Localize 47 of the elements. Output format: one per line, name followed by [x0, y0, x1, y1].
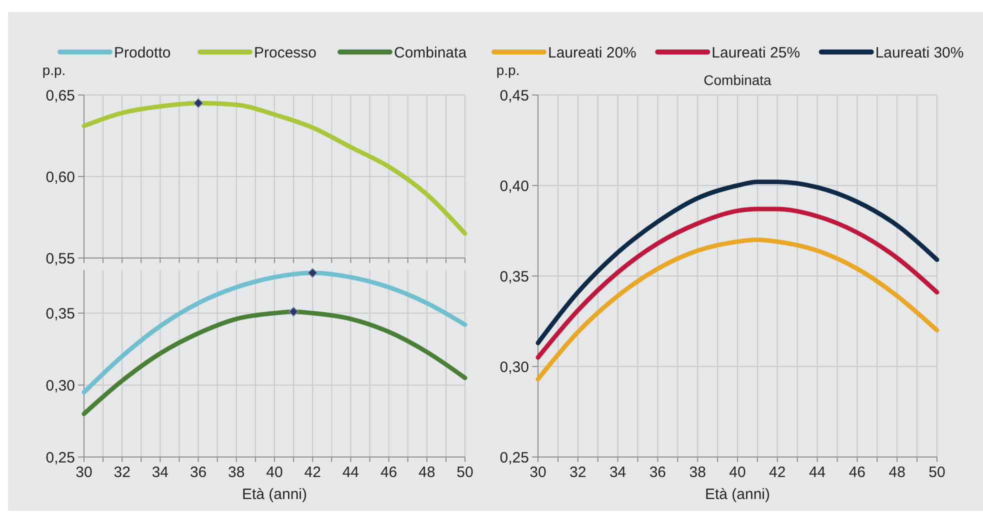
- y-tick-label: 0,45: [500, 87, 529, 104]
- legend-label: Prodotto: [114, 44, 171, 62]
- x-axis-title: Età (anni): [704, 486, 770, 503]
- line-series: [536, 180, 940, 346]
- x-tick-label: 44: [808, 464, 826, 481]
- chart-title: Combinata: [704, 72, 772, 88]
- x-tick-label: 36: [649, 464, 666, 481]
- x-tick-label: 48: [418, 464, 436, 481]
- x-tick-label: 34: [152, 464, 169, 481]
- x-tick-label: 46: [380, 464, 398, 481]
- y-tick-label: 0,30: [46, 377, 75, 394]
- x-axis-title: Età (anni): [242, 486, 308, 503]
- legend-label: Combinata: [394, 44, 468, 62]
- y-tick-label: 0,65: [46, 87, 75, 104]
- legend-label: Processo: [254, 44, 317, 62]
- y-axis-title: p.p.: [496, 62, 520, 78]
- x-tick-label: 42: [304, 464, 321, 481]
- y-tick-label: 0,25: [46, 449, 75, 466]
- y-tick-label: 0,30: [500, 358, 529, 376]
- x-tick-label: 32: [114, 464, 130, 481]
- legend-label: Laureati 20%: [548, 44, 636, 62]
- y-tick-label: 0,40: [500, 178, 529, 195]
- y-tick-label: 0,60: [46, 168, 75, 186]
- x-tick-label: 30: [530, 464, 546, 481]
- x-tick-label: 50: [928, 464, 946, 481]
- line-series: [536, 238, 940, 382]
- legend-label: Laureati 30%: [875, 44, 964, 62]
- x-tick-label: 40: [266, 464, 283, 481]
- y-tick-label: 0,55: [46, 250, 75, 268]
- legend-label: Laureati 25%: [712, 44, 800, 62]
- x-tick-label: 44: [342, 464, 360, 481]
- x-tick-label: 40: [729, 464, 746, 481]
- x-tick-label: 32: [570, 464, 586, 481]
- y-axis-title: p.p.: [42, 62, 66, 78]
- line-series: [536, 206, 940, 360]
- y-tick-label: 0,35: [500, 268, 529, 286]
- x-tick-label: 48: [888, 464, 906, 481]
- x-tick-label: 30: [76, 464, 92, 481]
- x-tick-label: 46: [848, 464, 866, 481]
- x-tick-label: 42: [769, 464, 786, 481]
- x-tick-label: 38: [689, 464, 706, 481]
- y-tick-label: 0,35: [46, 305, 75, 322]
- x-tick-label: 38: [228, 464, 245, 481]
- y-tick-label: 0,25: [500, 449, 529, 466]
- x-tick-label: 50: [456, 464, 474, 481]
- x-tick-label: 36: [190, 464, 207, 481]
- x-tick-label: 34: [609, 464, 626, 481]
